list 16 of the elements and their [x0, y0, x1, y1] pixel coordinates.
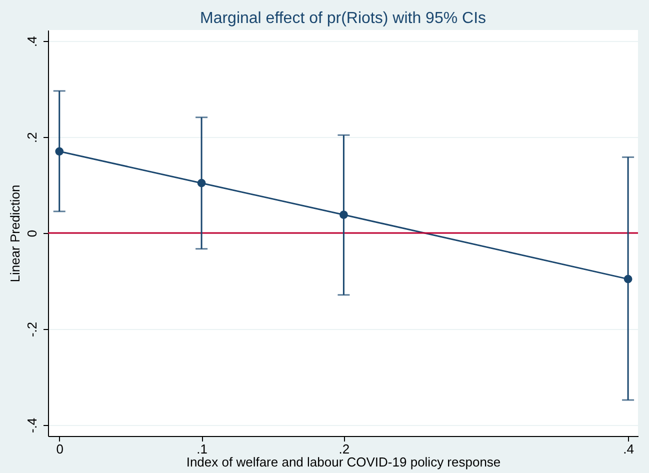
y-axis-title: Linear Prediction	[8, 184, 22, 282]
y-tick-label: -.2	[24, 322, 40, 338]
y-tick-label: -.4	[24, 418, 40, 434]
x-tick-label: 0	[56, 442, 64, 456]
point	[340, 210, 348, 219]
x-tick-label: .2	[338, 442, 350, 456]
point	[55, 147, 64, 156]
y-tick-label: 0	[24, 230, 40, 238]
x-tick-label: .1	[196, 442, 208, 456]
y-tick-label: .4	[24, 36, 40, 47]
point	[197, 178, 206, 188]
x-tick-label: .4	[623, 442, 634, 456]
chart-title: Marginal effect of pr(Riots) with 95% CIs	[200, 10, 486, 27]
x-axis-title: Index of welfare and labour COVID-19 policy response	[186, 454, 501, 470]
y-tick-label: .2	[24, 132, 40, 143]
point	[624, 274, 632, 284]
